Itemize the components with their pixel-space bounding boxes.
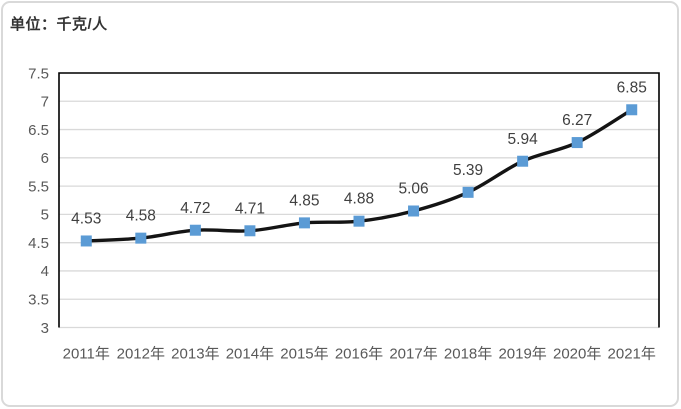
data-point-label: 4.71: [235, 200, 265, 217]
data-point-marker: [626, 104, 638, 116]
data-point-marker: [571, 137, 583, 149]
data-point-marker: [462, 186, 474, 198]
y-axis-tick-label: 4: [41, 263, 49, 280]
y-axis-tick-label: 5: [41, 207, 49, 224]
data-point-marker: [80, 235, 92, 247]
y-axis-tick-label: 3.5: [28, 291, 49, 308]
data-point-label: 6.27: [562, 112, 592, 129]
y-axis-tick-label: 7.5: [28, 65, 49, 82]
x-axis-tick-label: 2017年: [389, 345, 437, 362]
data-point-label: 4.72: [180, 200, 210, 217]
x-axis-tick-label: 2018年: [444, 345, 492, 362]
data-point-label: 4.88: [344, 191, 374, 208]
y-axis-tick-label: 4.5: [28, 235, 49, 252]
x-axis-tick-label: 2011年: [63, 345, 110, 362]
y-axis-tick-label: 6: [41, 150, 49, 167]
data-point-marker: [353, 215, 365, 227]
data-point-marker: [517, 155, 529, 167]
data-point-marker: [244, 225, 256, 237]
data-point-marker: [189, 224, 201, 236]
data-point-label: 4.53: [71, 211, 101, 228]
x-axis-tick-label: 2015年: [280, 345, 328, 362]
data-point-label: 6.85: [617, 79, 647, 96]
data-point-marker: [408, 205, 420, 217]
y-axis-tick-label: 6.5: [28, 122, 49, 139]
data-point-label: 5.94: [508, 131, 539, 148]
data-point-marker: [298, 217, 310, 229]
data-point-label: 4.58: [126, 208, 156, 225]
data-point-label: 5.39: [453, 162, 483, 179]
plot-area-border: [58, 72, 660, 328]
x-axis-tick-label: 2016年: [335, 345, 383, 362]
data-point-label: 5.06: [398, 181, 428, 198]
y-axis-tick-label: 7: [41, 94, 49, 111]
x-axis-tick-label: 2014年: [226, 345, 274, 362]
data-point-label: 4.85: [289, 192, 319, 209]
x-axis-tick-label: 2019年: [498, 345, 546, 362]
x-axis-tick-label: 2012年: [117, 345, 165, 362]
x-axis-tick-label: 2021年: [608, 345, 656, 362]
unit-label: 单位：千克/人: [10, 16, 108, 33]
y-axis-tick-label: 5.5: [28, 178, 49, 195]
x-axis-tick-label: 2013年: [171, 345, 219, 362]
x-axis-tick-label: 2020年: [553, 345, 601, 362]
data-point-marker: [135, 232, 147, 244]
y-axis-tick-label: 3: [41, 320, 49, 337]
